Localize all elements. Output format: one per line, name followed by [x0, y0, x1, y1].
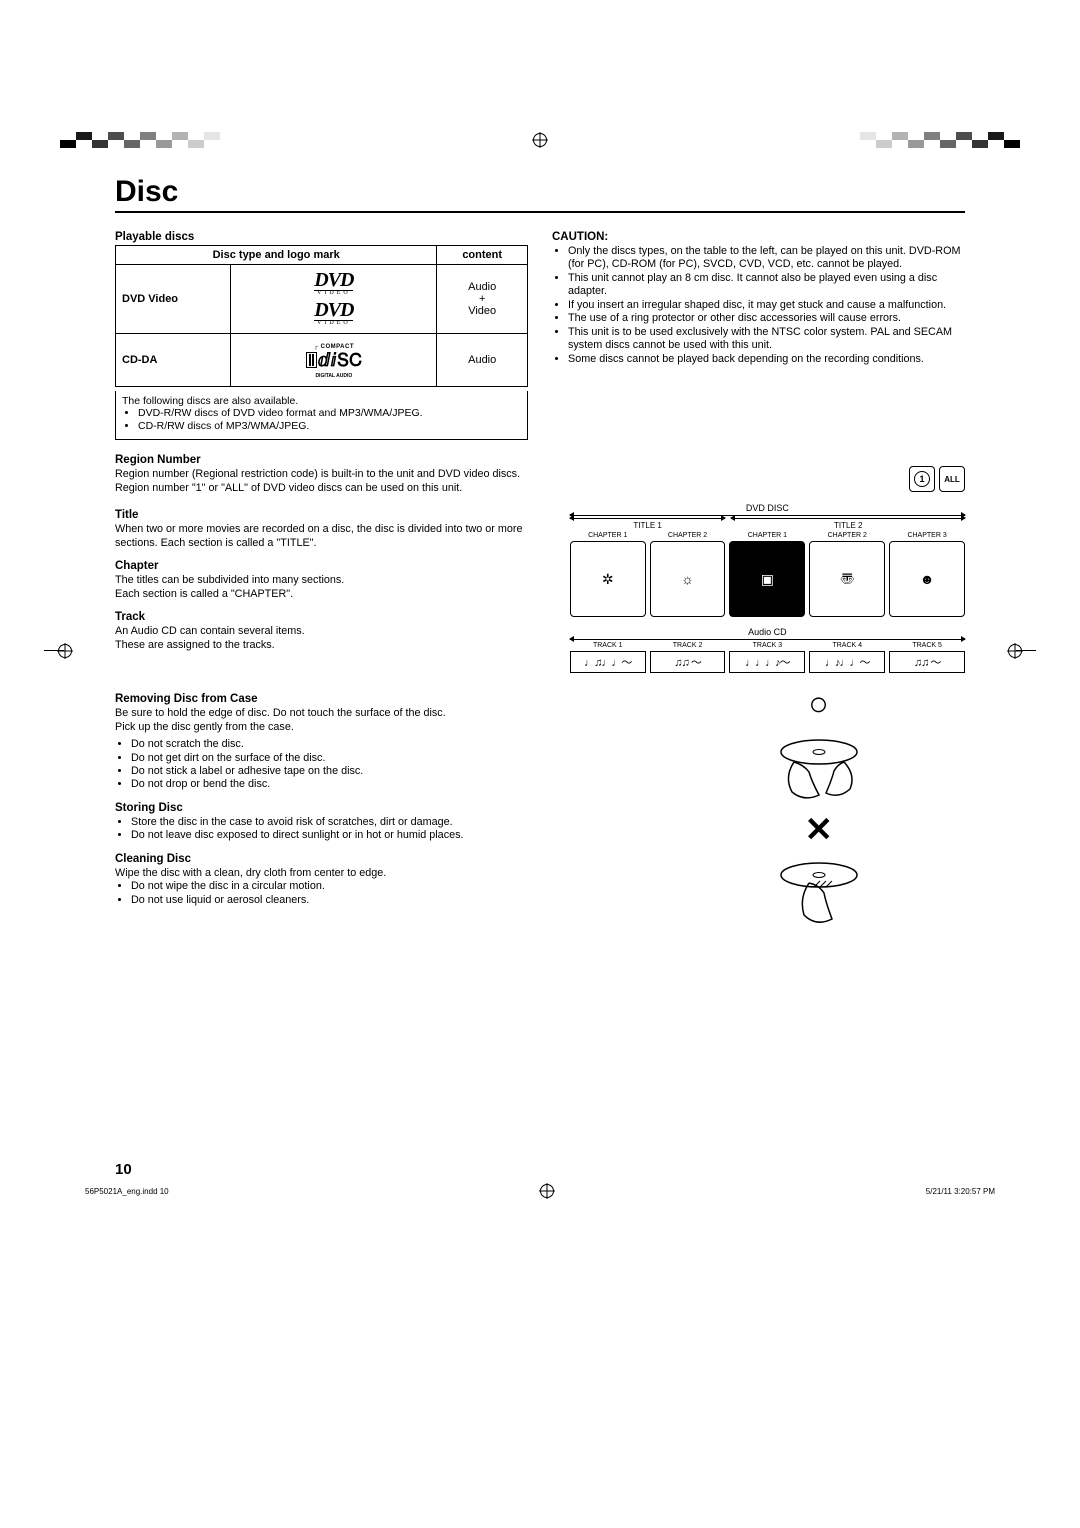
track-wave: ♫♫ 〜 — [889, 651, 965, 673]
title-text: When two or more movies are recorded on … — [115, 523, 552, 550]
ok-mark: ○ — [808, 687, 829, 721]
th-type: Disc type and logo mark — [116, 246, 437, 265]
disc-table: Disc type and logo mark content DVD Vide… — [115, 245, 528, 387]
track-label: TRACK 1 — [570, 642, 646, 649]
footer-right: 5/21/11 3:20:57 PM — [926, 1187, 995, 1196]
registration-mark-bottom — [540, 1184, 554, 1198]
cd-logo-cell: ┌ COMPACT ⅆⅈՏᏟ DIGITAL AUDIO — [231, 334, 437, 387]
region-icons: 1 ALL — [909, 466, 965, 492]
left-column: Playable discs Disc type and logo mark c… — [115, 225, 528, 440]
removing-text: Be sure to hold the edge of disc. Do not… — [115, 707, 658, 734]
checker-left — [60, 132, 236, 148]
checker-right — [844, 132, 1020, 148]
region-icon-1: 1 — [909, 466, 935, 492]
track-label: TRACK 4 — [809, 642, 885, 649]
ng-mark: ✕ — [804, 813, 833, 847]
chapter-label: CHAPTER 2 — [809, 532, 885, 539]
list-item: Do not wipe the disc in a circular motio… — [131, 880, 658, 893]
storing-list: Store the disc in the case to avoid risk… — [115, 816, 658, 843]
dvd-logo-2: DVDVIDEO — [314, 301, 353, 326]
handling-illustration: ○ ✕ — [672, 687, 965, 933]
chapter-thumb: ☻ — [889, 541, 965, 617]
list-item: Do not use liquid or aerosol cleaners. — [131, 894, 658, 907]
diagram-title-1: TITLE 1 — [570, 518, 726, 530]
note-intro: The following discs are also available. — [122, 395, 521, 407]
page-title: Disc — [115, 175, 965, 213]
cd-logo: ┌ COMPACT ⅆⅈՏᏟ DIGITAL AUDIO — [306, 340, 363, 380]
disc-note-box: The following discs are also available. … — [115, 391, 528, 440]
playable-heading: Playable discs — [115, 231, 528, 243]
footer-left: 56P5021A_eng.indd 10 — [85, 1187, 169, 1196]
disc-diagram: DVD DISC TITLE 1 TITLE 2 CHAPTER 1CHAPTE… — [570, 503, 965, 673]
removing-heading: Removing Disc from Case — [115, 693, 658, 705]
registration-mark-right — [1008, 644, 1022, 658]
caution-list: Only the discs types, on the table to th… — [552, 245, 965, 366]
list-item: Do not leave disc exposed to direct sunl… — [131, 829, 658, 842]
cell-dvd-video: DVD Video — [116, 265, 231, 334]
registration-mark — [533, 133, 547, 147]
dvd-logo-cell: DVDVIDEO DVDVIDEO — [231, 265, 437, 334]
hand-correct-icon — [764, 727, 874, 807]
region-icon-all: ALL — [939, 466, 965, 492]
chapter-label: CHAPTER 3 — [889, 532, 965, 539]
chapter-label: CHAPTER 1 — [729, 532, 805, 539]
chapter-thumb: ☼ — [650, 541, 726, 617]
list-item: Do not drop or bend the disc. — [131, 778, 658, 791]
track-wave: ♩♫♩♩〜 — [570, 651, 646, 673]
chapter-thumb: ✲ — [570, 541, 646, 617]
track-label: TRACK 2 — [650, 642, 726, 649]
list-item: Do not stick a label or adhesive tape on… — [131, 765, 658, 778]
hand-wrong-icon — [764, 853, 874, 933]
chapter-label: CHAPTER 2 — [650, 532, 726, 539]
handling-text: Removing Disc from Case Be sure to hold … — [115, 687, 658, 933]
caution-item: The use of a ring protector or other dis… — [568, 312, 965, 325]
region-heading: Region Number — [115, 454, 965, 466]
chapter-heading: Chapter — [115, 560, 552, 572]
defs-left: Title When two or more movies are record… — [115, 503, 552, 673]
list-item: Store the disc in the case to avoid risk… — [131, 816, 658, 829]
chapter-text: The titles can be subdivided into many s… — [115, 574, 552, 601]
chapter-label: CHAPTER 1 — [570, 532, 646, 539]
cell-dvd-content: Audio + Video — [437, 265, 528, 334]
cleaning-heading: Cleaning Disc — [115, 853, 658, 865]
footer: 56P5021A_eng.indd 10 5/21/11 3:20:57 PM — [85, 1184, 995, 1198]
page-number: 10 — [115, 1161, 132, 1178]
caution-item: Only the discs types, on the table to th… — [568, 245, 965, 272]
track-label: TRACK 3 — [729, 642, 805, 649]
th-content: content — [437, 246, 528, 265]
page-content: Disc Playable discs Disc type and logo m… — [115, 175, 965, 933]
diagram-title-2: TITLE 2 — [731, 518, 965, 530]
cell-cdda: CD-DA — [116, 334, 231, 387]
track-heading: Track — [115, 611, 552, 623]
list-item: Do not scratch the disc. — [131, 738, 658, 751]
caution-item: This unit is to be used exclusively with… — [568, 326, 965, 353]
cleaning-text: Wipe the disc with a clean, dry cloth fr… — [115, 867, 658, 880]
track-wave: ♫♫ 〜 — [650, 651, 726, 673]
dvd-disc-label: DVD DISC — [570, 503, 965, 513]
track-text: An Audio CD can contain several items. T… — [115, 625, 552, 652]
track-wave: ♩♪♩♩〜 — [809, 651, 885, 673]
audio-cd-label: Audio CD — [570, 627, 965, 637]
note-item: CD-R/RW discs of MP3/WMA/JPEG. — [138, 420, 521, 433]
caution-item: This unit cannot play an 8 cm disc. It c… — [568, 272, 965, 299]
storing-heading: Storing Disc — [115, 802, 658, 814]
chapter-thumb: ▣ — [729, 541, 805, 617]
chapter-thumb: 〠 — [809, 541, 885, 617]
caution-heading: CAUTION: — [552, 231, 965, 243]
track-label: TRACK 5 — [889, 642, 965, 649]
dvd-logo: DVDVIDEO — [314, 271, 353, 296]
note-item: DVD-R/RW discs of DVD video format and M… — [138, 407, 521, 420]
registration-mark-left — [58, 644, 72, 658]
region-text: Region number (Regional restriction code… — [115, 468, 899, 495]
cell-cd-content: Audio — [437, 334, 528, 387]
cleaning-list: Do not wipe the disc in a circular motio… — [115, 880, 658, 907]
caution-item: Some discs cannot be played back dependi… — [568, 353, 965, 366]
list-item: Do not get dirt on the surface of the di… — [131, 752, 658, 765]
track-wave: ♩♩♩♪〜 — [729, 651, 805, 673]
caution-item: If you insert an irregular shaped disc, … — [568, 299, 965, 312]
right-column: CAUTION: Only the discs types, on the ta… — [552, 225, 965, 440]
title-heading: Title — [115, 509, 552, 521]
crop-marks-top — [0, 125, 1080, 155]
removing-list: Do not scratch the disc.Do not get dirt … — [115, 738, 658, 792]
